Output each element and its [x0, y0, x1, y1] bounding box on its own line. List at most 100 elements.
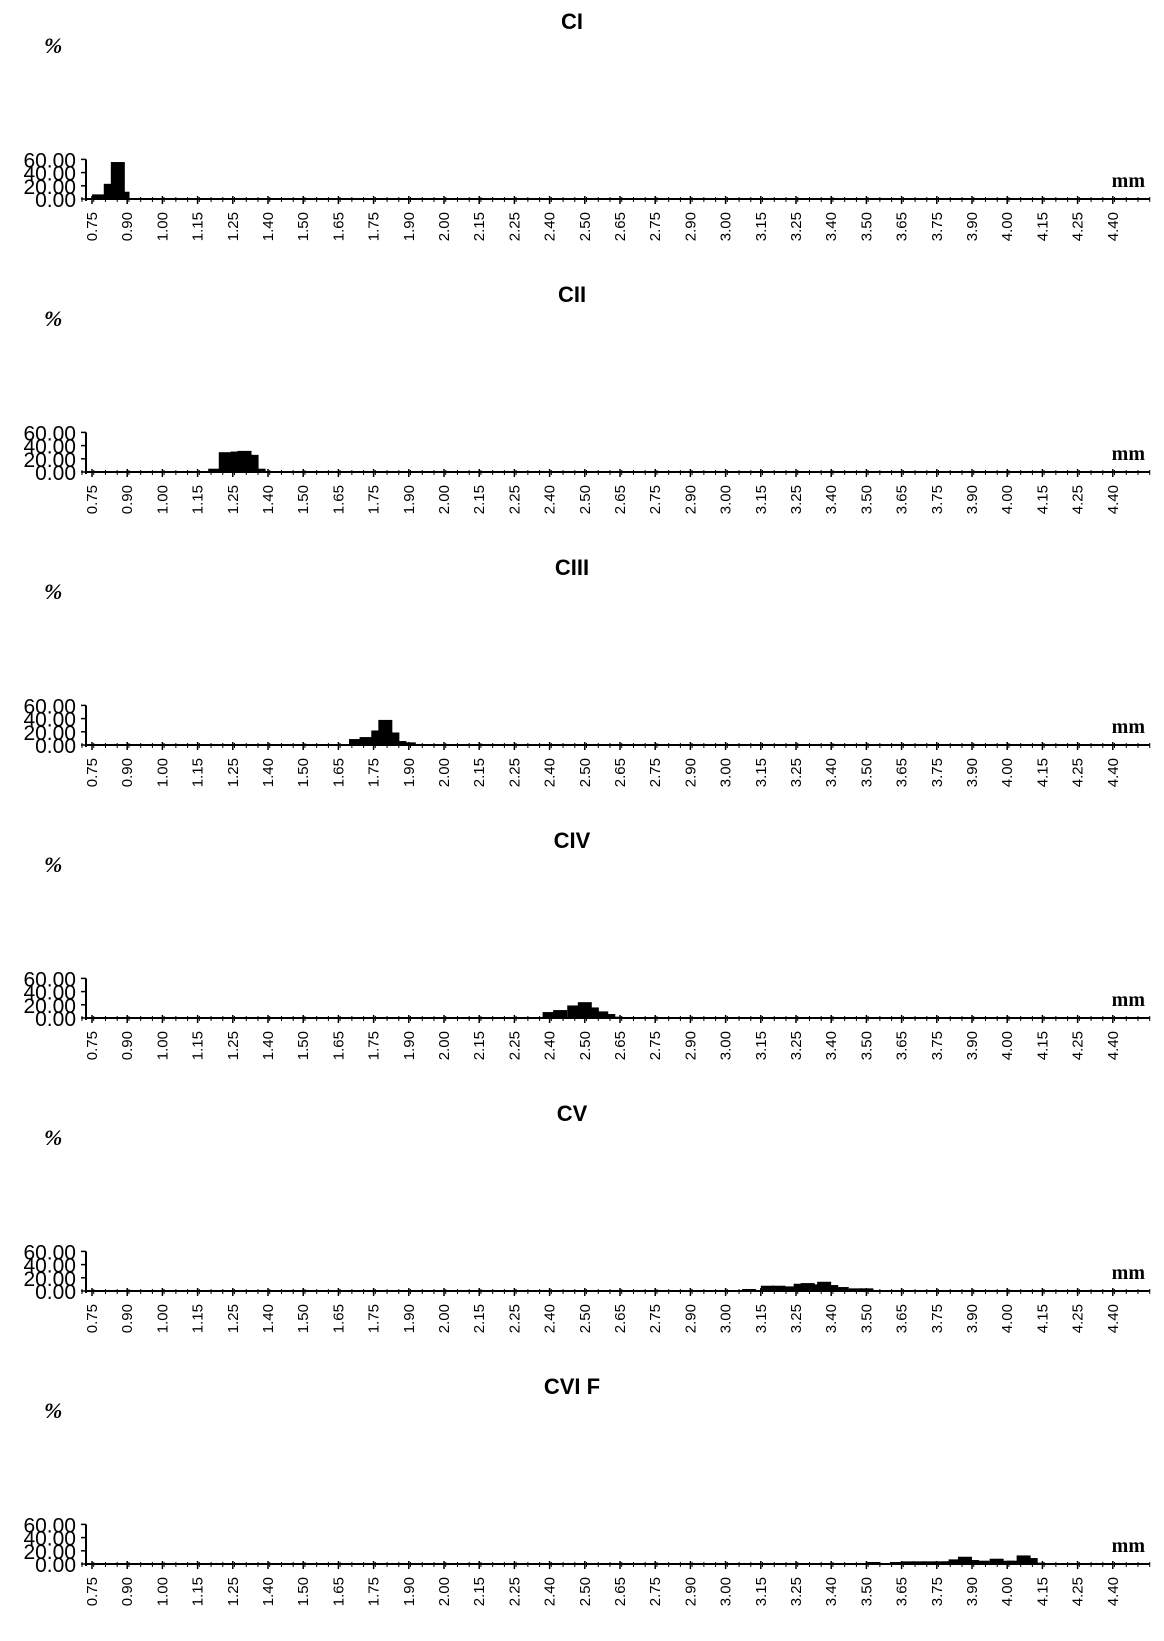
histogram-bar — [824, 1285, 839, 1291]
x-tick-label: 1.00 — [154, 212, 171, 241]
x-tick-label: 1.40 — [260, 758, 277, 787]
x-tick-label: 2.25 — [506, 1577, 523, 1606]
x-tick-label: 4.40 — [1105, 212, 1122, 241]
histogram-bar — [594, 1011, 609, 1018]
x-tick-label: 3.25 — [788, 485, 805, 514]
x-tick-label: 2.75 — [647, 758, 664, 787]
histogram-bar — [793, 1283, 808, 1291]
x-tick-label: 4.25 — [1070, 485, 1087, 514]
histogram-bar — [110, 162, 125, 199]
x-tick-label: 1.90 — [401, 1304, 418, 1333]
y-tick-label: 0.00 — [35, 1008, 76, 1031]
y-tick-label: 40.00 — [23, 709, 76, 732]
y-tick-label: 60.00 — [23, 1514, 76, 1537]
x-tick-label: 3.40 — [823, 1304, 840, 1333]
x-tick-label: 1.00 — [154, 1304, 171, 1333]
x-tick-label: 2.00 — [436, 1031, 453, 1060]
x-tick-label: 2.75 — [647, 485, 664, 514]
x-tick-label: 2.00 — [436, 758, 453, 787]
x-tick-label: 1.15 — [190, 485, 207, 514]
x-tick-label: 3.25 — [788, 1577, 805, 1606]
histogram-bar — [912, 1561, 927, 1564]
x-tick-label: 3.65 — [894, 212, 911, 241]
x-tick-label: 2.15 — [471, 485, 488, 514]
histogram-bar — [251, 468, 266, 472]
x-tick-label: 0.75 — [84, 212, 101, 241]
y-tick-label: 40.00 — [23, 1528, 76, 1551]
x-tick-label: 4.25 — [1070, 1031, 1087, 1060]
x-tick-label: 2.90 — [682, 758, 699, 787]
histogram-bar — [989, 1558, 1004, 1564]
x-tick-label: 2.15 — [471, 1577, 488, 1606]
x-tick-label: 4.00 — [999, 212, 1016, 241]
x-tick-label: 1.25 — [225, 212, 242, 241]
x-tick-label: 3.65 — [894, 485, 911, 514]
y-tick-label: 60.00 — [23, 695, 76, 718]
x-tick-label: 2.25 — [506, 485, 523, 514]
x-tick-label: 2.40 — [542, 485, 559, 514]
x-tick-label: 3.15 — [753, 1577, 770, 1606]
x-tick-label: 1.15 — [190, 1031, 207, 1060]
x-tick-label: 2.90 — [682, 212, 699, 241]
x-tick-label: 3.25 — [788, 758, 805, 787]
x-tick-label: 2.65 — [612, 758, 629, 787]
x-tick-label: 4.15 — [1034, 212, 1051, 241]
histogram-bar — [882, 1563, 897, 1564]
x-tick-label: 1.65 — [330, 485, 347, 514]
y-tick-label: 0.00 — [35, 1281, 76, 1304]
x-tick-label: 3.15 — [753, 1304, 770, 1333]
x-tick-label: 3.00 — [718, 1031, 735, 1060]
y-axis-label: % — [44, 1398, 62, 1423]
x-tick-label: 0.90 — [119, 485, 136, 514]
x-tick-label: 1.75 — [366, 1031, 383, 1060]
x-tick-label: 4.25 — [1070, 758, 1087, 787]
x-tick-label: 0.90 — [119, 1304, 136, 1333]
x-tick-label: 3.50 — [858, 212, 875, 241]
x-tick-label: 1.50 — [295, 485, 312, 514]
x-tick-label: 0.75 — [84, 758, 101, 787]
histogram-bar — [412, 744, 427, 745]
x-tick-label: 1.25 — [225, 758, 242, 787]
x-tick-label: 3.15 — [753, 485, 770, 514]
x-tick-label: 4.25 — [1070, 1304, 1087, 1333]
x-tick-label: 1.50 — [295, 212, 312, 241]
y-tick-label: 0.00 — [35, 735, 76, 758]
x-tick-label: 3.65 — [894, 1031, 911, 1060]
x-tick-label: 2.40 — [542, 1304, 559, 1333]
x-tick-label: 3.15 — [753, 212, 770, 241]
x-tick-label: 4.15 — [1034, 1031, 1051, 1060]
x-axis-unit-label: mm — [1112, 443, 1146, 465]
x-tick-label: 3.40 — [823, 1031, 840, 1060]
histogram-bar — [567, 1005, 582, 1018]
x-tick-label: 1.15 — [190, 212, 207, 241]
panel-title: CII — [558, 282, 586, 307]
x-tick-label: 0.75 — [84, 1304, 101, 1333]
x-tick-label: 1.25 — [225, 1031, 242, 1060]
x-tick-label: 4.25 — [1070, 1577, 1087, 1606]
x-tick-label: 2.75 — [647, 212, 664, 241]
x-tick-label: 1.90 — [401, 485, 418, 514]
histogram-bar — [889, 1562, 904, 1564]
x-tick-label: 1.75 — [366, 758, 383, 787]
x-tick-label: 4.00 — [999, 485, 1016, 514]
x-tick-label: 1.65 — [330, 1577, 347, 1606]
histogram-bar — [1007, 1560, 1022, 1564]
histogram-bar — [800, 1283, 815, 1291]
x-tick-label: 0.75 — [84, 1577, 101, 1606]
x-tick-label: 2.65 — [612, 1031, 629, 1060]
histogram-bar — [92, 194, 107, 199]
x-tick-label: 1.50 — [295, 1304, 312, 1333]
x-tick-label: 3.90 — [964, 485, 981, 514]
x-tick-label: 1.00 — [154, 1577, 171, 1606]
x-tick-label: 1.25 — [225, 1304, 242, 1333]
x-tick-label: 1.75 — [366, 1577, 383, 1606]
x-tick-label: 1.90 — [401, 1031, 418, 1060]
x-tick-label: 2.90 — [682, 485, 699, 514]
x-tick-label: 3.75 — [929, 485, 946, 514]
x-axis-unit-label: mm — [1112, 170, 1146, 192]
x-tick-label: 1.90 — [401, 1577, 418, 1606]
